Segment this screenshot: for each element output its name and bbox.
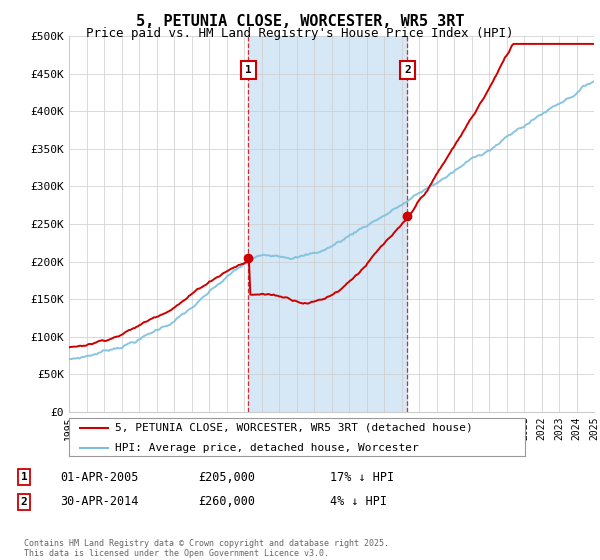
Text: HPI: Average price, detached house, Worcester: HPI: Average price, detached house, Worc… — [115, 443, 418, 453]
Text: 5, PETUNIA CLOSE, WORCESTER, WR5 3RT: 5, PETUNIA CLOSE, WORCESTER, WR5 3RT — [136, 14, 464, 29]
Text: 30-APR-2014: 30-APR-2014 — [60, 495, 139, 508]
Text: 17% ↓ HPI: 17% ↓ HPI — [330, 470, 394, 484]
Text: Contains HM Land Registry data © Crown copyright and database right 2025.
This d: Contains HM Land Registry data © Crown c… — [24, 539, 389, 558]
Text: 01-APR-2005: 01-APR-2005 — [60, 470, 139, 484]
Text: £260,000: £260,000 — [198, 495, 255, 508]
Text: 1: 1 — [245, 65, 252, 75]
Text: £205,000: £205,000 — [198, 470, 255, 484]
Text: 1: 1 — [20, 472, 28, 482]
Text: 2: 2 — [20, 497, 28, 507]
Text: 5, PETUNIA CLOSE, WORCESTER, WR5 3RT (detached house): 5, PETUNIA CLOSE, WORCESTER, WR5 3RT (de… — [115, 423, 472, 433]
Text: 2: 2 — [404, 65, 410, 75]
Text: 4% ↓ HPI: 4% ↓ HPI — [330, 495, 387, 508]
Text: Price paid vs. HM Land Registry's House Price Index (HPI): Price paid vs. HM Land Registry's House … — [86, 27, 514, 40]
Bar — [248, 36, 407, 412]
